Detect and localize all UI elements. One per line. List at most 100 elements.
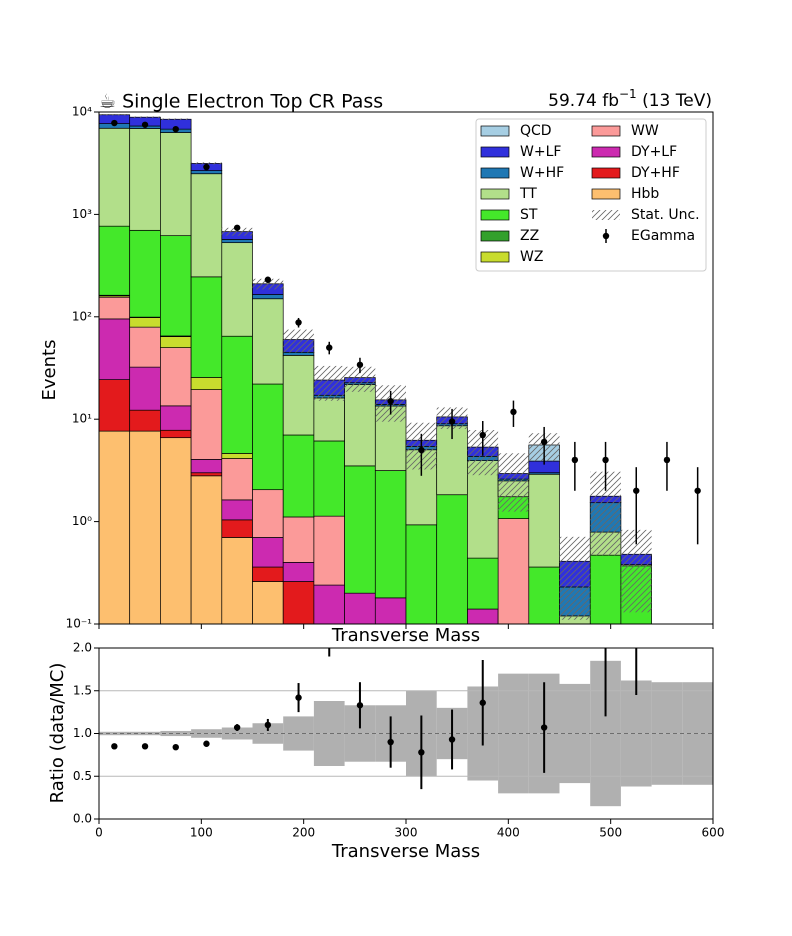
y-tick-label: 1.5 bbox=[73, 683, 92, 697]
luminosity: 59.74 fb−1 (13 TeV) bbox=[548, 87, 712, 112]
legend-label: W+HF bbox=[520, 165, 564, 181]
y-axis-label: Ratio (data/MC) bbox=[47, 663, 68, 804]
data-point bbox=[633, 487, 640, 494]
x-tick-label: 500 bbox=[599, 826, 622, 840]
data-point bbox=[356, 361, 364, 368]
data-point bbox=[387, 397, 394, 405]
legend-swatch bbox=[480, 167, 510, 179]
bar-segment bbox=[282, 351, 315, 356]
bar-segment bbox=[221, 239, 253, 244]
stat-uncertainty bbox=[498, 453, 529, 512]
x-tick-label: 100 bbox=[190, 826, 213, 840]
bar-segment bbox=[160, 235, 192, 337]
bar-segment bbox=[282, 355, 315, 436]
data-point bbox=[448, 736, 456, 743]
bar-segment bbox=[160, 437, 192, 624]
data-point bbox=[203, 163, 210, 171]
data-point bbox=[602, 456, 609, 464]
legend-label: ST bbox=[520, 207, 538, 223]
legend-label: Stat. Unc. bbox=[631, 207, 700, 223]
bar-segment bbox=[374, 470, 407, 599]
y-tick-label: 0.5 bbox=[73, 769, 92, 783]
annotations: ☕ Single Electron Top CR Pass 59.74 fb−1… bbox=[39, 87, 712, 863]
data-point bbox=[418, 749, 425, 756]
x-axis-label: Transverse Mass bbox=[331, 841, 480, 862]
bar-segment bbox=[190, 472, 223, 477]
bar-segment bbox=[221, 335, 253, 454]
bar-segment bbox=[129, 430, 161, 624]
bar-segment bbox=[252, 581, 284, 624]
y-tick-label: 0.0 bbox=[73, 812, 92, 826]
bar-segment bbox=[160, 405, 192, 431]
legend: QCD W+LF W+HF TT ST ZZ WZ WW DY+LF DY+HF Hbb Stat. … bbox=[475, 118, 707, 272]
bar-segment bbox=[467, 460, 499, 559]
main-plot bbox=[99, 114, 701, 624]
y-tick-label: 10⁰ bbox=[72, 514, 92, 528]
data-point bbox=[387, 738, 394, 746]
data-point bbox=[571, 456, 579, 464]
data-point bbox=[418, 446, 425, 454]
bar-segment bbox=[221, 499, 253, 521]
bar-segment bbox=[99, 379, 131, 432]
bar-segment bbox=[160, 347, 192, 407]
bar-segment bbox=[405, 524, 438, 624]
data-point bbox=[448, 418, 456, 425]
bar-segment bbox=[589, 554, 622, 624]
y-tick-label: 10³ bbox=[72, 207, 92, 221]
stat-uncertainty bbox=[283, 329, 314, 353]
stat-uncertainty bbox=[99, 114, 130, 116]
y-tick-label: 10¹ bbox=[72, 412, 92, 426]
data-point bbox=[295, 694, 302, 701]
data-point bbox=[479, 699, 486, 706]
bar-segment bbox=[252, 298, 284, 385]
legend-swatch bbox=[602, 232, 610, 240]
y-tick-label: 10² bbox=[72, 309, 92, 323]
data-point bbox=[663, 456, 671, 464]
stat-uncertainty bbox=[191, 162, 222, 165]
legend-swatch bbox=[591, 188, 621, 200]
energy: (13 TeV) bbox=[642, 91, 712, 111]
x-axis-label: Transverse Mass bbox=[331, 625, 480, 646]
data-point bbox=[233, 724, 241, 731]
data-point bbox=[356, 702, 364, 709]
legend-swatch bbox=[591, 146, 621, 158]
bar-segment bbox=[221, 453, 253, 459]
lumi-exponent: −1 bbox=[619, 87, 637, 101]
bar-segment bbox=[129, 229, 161, 318]
legend-swatch bbox=[592, 210, 620, 220]
bar-segment bbox=[221, 458, 253, 501]
stat-uncertainty bbox=[129, 116, 161, 118]
legend-swatch bbox=[480, 188, 510, 200]
bar-segment bbox=[129, 326, 161, 368]
data-point bbox=[233, 224, 241, 231]
bar-segment bbox=[99, 430, 131, 624]
bar-segment bbox=[252, 566, 284, 582]
bar-segment bbox=[436, 494, 468, 624]
data-point bbox=[172, 743, 179, 751]
legend-label: QCD bbox=[520, 123, 552, 139]
y-tick-label: 10⁴ bbox=[72, 105, 92, 119]
x-tick-label: 0 bbox=[95, 826, 103, 840]
bar-segment bbox=[99, 318, 131, 380]
data-point bbox=[326, 344, 333, 351]
bar-segment bbox=[374, 597, 407, 624]
legend-swatch bbox=[591, 125, 621, 137]
bar-segment bbox=[190, 377, 223, 390]
data-point bbox=[540, 724, 548, 731]
bar-segment bbox=[313, 584, 345, 624]
bar-segment bbox=[99, 127, 131, 227]
bar-segment bbox=[528, 473, 560, 568]
legend-label: WW bbox=[631, 123, 659, 139]
bar-segment bbox=[313, 397, 345, 442]
bar-segment bbox=[190, 170, 223, 175]
data-point bbox=[141, 121, 149, 128]
data-point bbox=[295, 319, 302, 326]
data-point bbox=[264, 721, 272, 729]
bar-segment bbox=[160, 336, 192, 348]
bar-segment bbox=[282, 434, 315, 518]
legend-swatch bbox=[480, 209, 510, 221]
data-point bbox=[203, 740, 210, 747]
bar-segment bbox=[252, 383, 284, 491]
legend-label: W+LF bbox=[520, 144, 561, 160]
